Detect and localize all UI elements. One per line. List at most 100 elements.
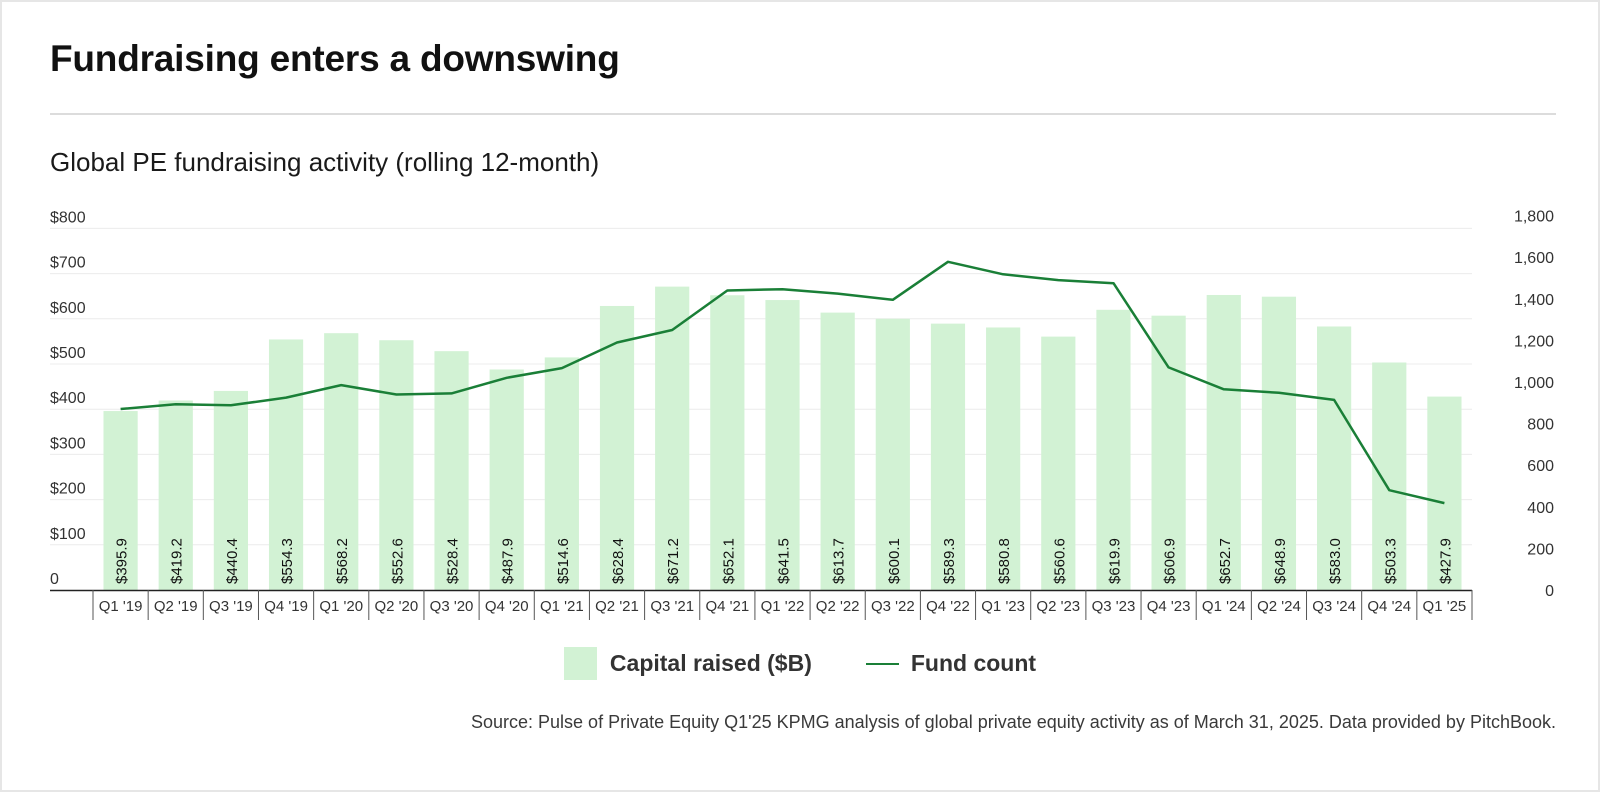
bar <box>1372 362 1407 590</box>
x-axis-category-label: Q4 '19 <box>264 598 308 615</box>
left-axis-tick-label: $300 <box>50 435 86 452</box>
bar <box>158 400 193 590</box>
bar-value-label: $600.1 <box>886 538 903 584</box>
right-axis-tick-label: 200 <box>1527 541 1554 558</box>
bar <box>1206 294 1241 590</box>
bar <box>710 295 745 590</box>
bar-value-label: $589.3 <box>941 538 958 584</box>
bar-value-label: $652.1 <box>720 538 737 584</box>
bar <box>324 333 359 590</box>
x-axis-category-label: Q2 '21 <box>595 598 639 615</box>
bar-value-label: $568.2 <box>334 538 351 584</box>
left-axis-tick-label: $800 <box>50 209 86 226</box>
right-axis-tick-label: 1,600 <box>1514 250 1554 267</box>
legend-item-fund-count: Fund count <box>812 650 1036 677</box>
x-axis-category-label: Q4 '20 <box>485 598 529 615</box>
bar <box>765 300 800 590</box>
right-axis-tick-label: 800 <box>1527 417 1554 434</box>
left-axis-tick-label: 0 <box>50 571 59 588</box>
bar <box>986 327 1021 590</box>
chart-subtitle: Global PE fundraising activity (rolling … <box>50 147 600 177</box>
source-note: Source: Pulse of Private Equity Q1'25 KP… <box>471 712 1556 732</box>
bar-value-label: $628.4 <box>610 538 627 584</box>
bar-value-label: $652.7 <box>1217 538 1234 584</box>
legend-bar-swatch <box>563 647 597 680</box>
bar <box>213 390 248 590</box>
x-axis-category-label: Q3 '20 <box>430 598 474 615</box>
bar <box>1317 326 1352 590</box>
bar-value-label: $583.0 <box>1327 538 1344 584</box>
bar-value-label: $641.5 <box>776 538 793 584</box>
x-axis-category-label: Q3 '19 <box>209 598 253 615</box>
right-axis-tick-label: 0 <box>1545 583 1554 600</box>
x-axis-category-label: Q1 '22 <box>761 598 805 615</box>
bar <box>268 339 304 590</box>
right-axis-tick-label: 1,800 <box>1514 209 1554 226</box>
x-axis-category-label: Q3 '24 <box>1312 598 1356 615</box>
bar <box>489 369 524 590</box>
bar-value-label: $528.4 <box>445 538 462 584</box>
x-axis-category-label: Q2 '24 <box>1257 598 1301 615</box>
x-axis-category-label: Q3 '21 <box>650 598 694 615</box>
right-axis-tick-label: 1,000 <box>1514 375 1554 392</box>
left-axis-tick-label: $200 <box>50 481 86 498</box>
bar <box>379 340 414 590</box>
bar-value-label: $580.8 <box>996 538 1013 584</box>
x-axis-category-label: Q3 '22 <box>871 598 915 615</box>
legend-item-capital: Capital raised ($B) <box>563 647 812 680</box>
bar <box>1261 296 1297 590</box>
x-axis-category-label: Q3 '23 <box>1092 598 1136 615</box>
x-axis-category-label: Q1 '21 <box>540 598 584 615</box>
legend-line-swatch <box>865 662 899 665</box>
bar-value-label: $440.4 <box>224 538 241 584</box>
x-axis-category-label: Q4 '24 <box>1367 598 1411 615</box>
bar <box>655 286 690 590</box>
bar-value-label: $671.2 <box>665 538 682 584</box>
bar <box>1096 309 1131 590</box>
left-axis-tick-label: $500 <box>50 345 86 362</box>
x-axis-category-label: Q1 '23 <box>981 598 1025 615</box>
left-axis-tick-label: $600 <box>50 300 86 317</box>
bar-value-label: $619.9 <box>1106 538 1123 584</box>
bar <box>820 312 855 590</box>
right-axis-tick-label: 1,200 <box>1514 333 1554 350</box>
x-axis-category-label: Q1 '20 <box>319 598 363 615</box>
title-divider <box>50 113 1556 115</box>
legend-label-fund-count: Fund count <box>910 650 1037 676</box>
bar-value-label: $560.6 <box>1051 538 1068 584</box>
bar <box>1151 315 1186 590</box>
bar-value-label: $427.9 <box>1437 538 1454 584</box>
x-axis-category-label: Q4 '21 <box>705 598 749 615</box>
left-axis-tick-label: $100 <box>50 526 86 543</box>
bar-value-label: $554.3 <box>279 538 296 584</box>
left-axis-tick-label: $700 <box>50 255 86 272</box>
bar <box>544 357 579 590</box>
bar-value-label: $648.9 <box>1272 538 1289 584</box>
bar-value-label: $514.6 <box>555 538 572 584</box>
right-axis-tick-label: 400 <box>1527 500 1554 517</box>
x-axis-category-label: Q4 '23 <box>1147 598 1191 615</box>
right-axis-tick-label: 1,400 <box>1514 292 1554 309</box>
x-axis-category-label: Q2 '20 <box>375 598 419 615</box>
bar-value-label: $487.9 <box>500 538 517 584</box>
chart-legend: Capital raised ($B) Fund count <box>2 647 1598 680</box>
left-axis-tick-label: $400 <box>50 390 86 407</box>
x-axis-category-label: Q2 '23 <box>1036 598 1080 615</box>
combo-chart: 0 $100 $200 $300 $400 $500 $600 $700 $800 0 200 400… <box>50 209 1554 620</box>
bar <box>1041 336 1076 590</box>
x-axis-category-label: Q1 '24 <box>1202 598 1246 615</box>
page-title: Fundraising enters a downswing <box>50 38 620 79</box>
bar-value-label: $606.9 <box>1162 538 1179 584</box>
bar <box>103 411 138 590</box>
bar-value-label: $395.9 <box>114 538 131 584</box>
x-axis-category-label: Q2 '22 <box>816 598 860 615</box>
legend-label-capital: Capital raised ($B) <box>609 650 812 676</box>
bar-value-label: $419.2 <box>169 538 186 584</box>
x-axis-category-label: Q1 '25 <box>1423 598 1467 615</box>
bar-value-label: $552.6 <box>389 538 406 584</box>
bar <box>1427 396 1462 590</box>
bar <box>599 305 635 590</box>
bar <box>930 323 966 590</box>
bar <box>875 318 910 590</box>
